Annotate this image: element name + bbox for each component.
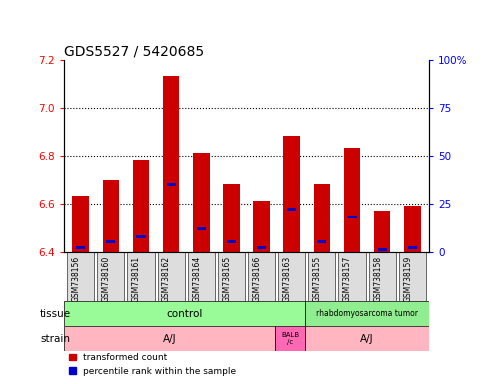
Bar: [339, 252, 366, 301]
Bar: [76, 246, 85, 249]
Bar: [133, 161, 149, 252]
Bar: [317, 240, 326, 243]
Bar: [305, 326, 429, 351]
Bar: [106, 240, 115, 243]
Text: GSM738158: GSM738158: [373, 255, 382, 302]
Bar: [163, 76, 179, 252]
Bar: [314, 184, 330, 252]
Text: control: control: [167, 309, 203, 319]
Bar: [97, 252, 124, 301]
Bar: [308, 252, 335, 301]
Text: tissue: tissue: [40, 309, 71, 319]
Bar: [137, 235, 145, 238]
Bar: [197, 227, 206, 230]
Bar: [72, 196, 89, 252]
Bar: [278, 252, 305, 301]
Bar: [218, 252, 245, 301]
Bar: [399, 252, 426, 301]
Text: GSM738155: GSM738155: [313, 255, 322, 302]
Text: GSM738165: GSM738165: [222, 255, 231, 302]
Bar: [305, 301, 429, 326]
Text: BALB
/c: BALB /c: [281, 333, 299, 345]
Text: GSM738161: GSM738161: [132, 255, 141, 302]
Bar: [253, 201, 270, 252]
Bar: [369, 252, 396, 301]
Text: GSM738162: GSM738162: [162, 255, 171, 302]
Text: GSM738166: GSM738166: [252, 255, 262, 302]
Bar: [344, 148, 360, 252]
Bar: [408, 246, 417, 249]
Bar: [158, 252, 185, 301]
Text: GDS5527 / 5420685: GDS5527 / 5420685: [64, 45, 204, 58]
Bar: [193, 153, 210, 252]
Text: GSM738156: GSM738156: [71, 255, 81, 302]
Bar: [248, 252, 275, 301]
Bar: [287, 208, 296, 211]
Bar: [283, 136, 300, 252]
Bar: [103, 180, 119, 252]
Bar: [64, 326, 275, 351]
Bar: [67, 252, 94, 301]
Bar: [127, 252, 154, 301]
Bar: [167, 183, 176, 186]
Bar: [64, 301, 305, 326]
Bar: [275, 326, 305, 351]
Bar: [227, 240, 236, 243]
Bar: [257, 246, 266, 249]
Text: rhabdomyosarcoma tumor: rhabdomyosarcoma tumor: [316, 310, 418, 318]
Text: A/J: A/J: [360, 334, 374, 344]
Bar: [348, 215, 356, 218]
Bar: [223, 184, 240, 252]
Legend: transformed count, percentile rank within the sample: transformed count, percentile rank withi…: [69, 353, 236, 376]
Text: GSM738160: GSM738160: [102, 255, 111, 302]
Text: A/J: A/J: [163, 334, 176, 344]
Text: GSM738157: GSM738157: [343, 255, 352, 302]
Text: GSM738163: GSM738163: [282, 255, 292, 302]
Text: GSM738159: GSM738159: [403, 255, 412, 302]
Text: strain: strain: [40, 334, 70, 344]
Text: GSM738164: GSM738164: [192, 255, 201, 302]
Bar: [378, 248, 387, 251]
Bar: [374, 211, 390, 252]
Bar: [188, 252, 215, 301]
Bar: [404, 206, 421, 252]
